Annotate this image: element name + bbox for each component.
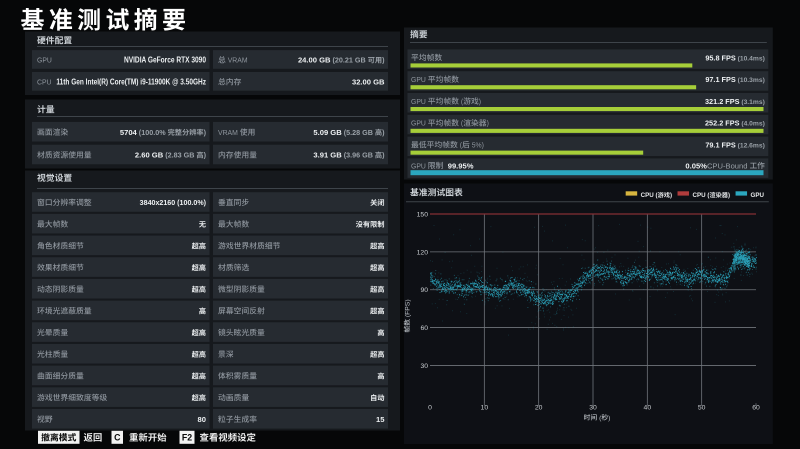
svg-text:): ) [204, 151, 207, 160]
svg-text:(: ( [461, 121, 464, 128]
svg-text:40: 40 [644, 405, 652, 412]
svg-text:GPU: GPU [411, 77, 426, 84]
svg-text:150: 150 [417, 211, 429, 218]
svg-text:VRAM: VRAM [228, 58, 248, 65]
svg-text:(3.96 GB: (3.96 GB [344, 151, 373, 160]
svg-text:): ) [204, 128, 207, 137]
svg-text:GPU: GPU [411, 163, 426, 170]
svg-text:GPU: GPU [411, 121, 426, 128]
svg-text:30: 30 [420, 363, 428, 370]
svg-text:C: C [114, 433, 121, 443]
svg-text:(3.1ms): (3.1ms) [741, 99, 764, 106]
svg-text:5.09 GB: 5.09 GB [313, 128, 342, 137]
svg-text:97.1 FPS: 97.1 FPS [705, 75, 736, 84]
svg-text:95.8 FPS: 95.8 FPS [705, 53, 736, 62]
svg-text:): ) [670, 192, 672, 199]
svg-text:(100.0%: (100.0% [139, 128, 166, 137]
svg-text:11th Gen Intel(R) Core(TM) i9-: 11th Gen Intel(R) Core(TM) i9-11900K @ 3… [56, 78, 206, 87]
svg-text:GPU: GPU [751, 192, 765, 199]
svg-text:32.00 GB: 32.00 GB [352, 78, 385, 87]
svg-text:321.2 FPS: 321.2 FPS [705, 97, 740, 106]
svg-text:): ) [487, 121, 489, 128]
svg-text:(: ( [460, 143, 463, 150]
svg-text:3.91 GB: 3.91 GB [313, 151, 342, 160]
svg-text:CPU (: CPU ( [641, 192, 659, 199]
svg-text:GPU: GPU [37, 58, 52, 65]
svg-text:VRAM: VRAM [218, 130, 238, 137]
svg-text:0.05%: 0.05% [685, 161, 707, 170]
svg-text:50: 50 [698, 405, 706, 412]
svg-text:): ) [382, 56, 385, 65]
svg-text:(10.4ms): (10.4ms) [738, 55, 765, 62]
svg-text:): ) [728, 192, 730, 199]
svg-text:20: 20 [535, 405, 543, 412]
svg-text:5704: 5704 [120, 128, 138, 137]
svg-text:(: ( [599, 415, 602, 422]
svg-text:79.1 FPS: 79.1 FPS [705, 141, 736, 150]
svg-text:(10.3ms): (10.3ms) [738, 77, 765, 84]
svg-text:CPU: CPU [37, 80, 52, 87]
svg-text:(4.0ms): (4.0ms) [741, 121, 764, 128]
svg-text:): ) [382, 128, 385, 137]
svg-text:(2.83 GB: (2.83 GB [165, 151, 194, 160]
svg-text:(: ( [461, 99, 464, 106]
svg-text:5%): 5%) [472, 143, 484, 150]
svg-text:(5.28 GB: (5.28 GB [344, 128, 373, 137]
svg-text:CPU-Bound: CPU-Bound [707, 161, 748, 170]
svg-text:15: 15 [376, 415, 385, 424]
svg-text:30: 30 [589, 405, 597, 412]
svg-text:3840x2160 (100.0%): 3840x2160 (100.0%) [140, 199, 207, 207]
svg-text:0: 0 [428, 405, 432, 412]
svg-text:60: 60 [752, 405, 760, 412]
svg-text:GPU: GPU [411, 99, 426, 106]
svg-text:10: 10 [481, 405, 489, 412]
svg-text:80: 80 [198, 415, 206, 424]
svg-text:): ) [479, 99, 481, 106]
svg-text:24.00 GB: 24.00 GB [298, 56, 331, 65]
svg-text:2.60 GB: 2.60 GB [135, 151, 164, 160]
svg-text:90: 90 [420, 287, 428, 294]
svg-text:F2: F2 [182, 433, 192, 443]
svg-text:252.2 FPS: 252.2 FPS [705, 119, 740, 128]
svg-text:60: 60 [420, 325, 428, 332]
svg-text:NVIDIA GeForce RTX 3090: NVIDIA GeForce RTX 3090 [124, 56, 206, 65]
svg-text:): ) [608, 415, 610, 422]
svg-text:(FPS): (FPS) [405, 299, 412, 317]
svg-text:): ) [382, 151, 385, 160]
svg-text:120: 120 [417, 249, 429, 256]
svg-text:(20.21 GB: (20.21 GB [332, 56, 365, 65]
svg-text:99.95%: 99.95% [448, 161, 474, 170]
svg-text:(12.6ms): (12.6ms) [738, 143, 765, 150]
svg-text:CPU (: CPU ( [693, 192, 711, 199]
